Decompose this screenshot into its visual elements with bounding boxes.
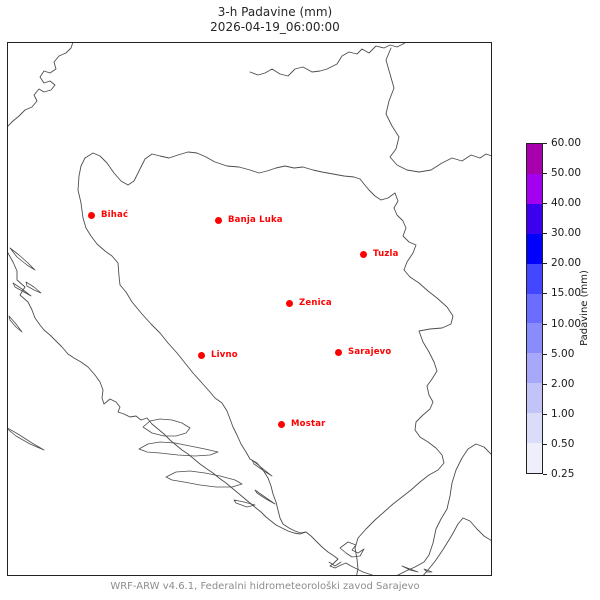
colorbar-tick-label: 1.00 bbox=[551, 408, 575, 420]
islet-1 bbox=[401, 565, 419, 573]
map-axes-frame bbox=[7, 42, 492, 576]
island-hvar bbox=[138, 441, 219, 457]
colorbar-segment bbox=[527, 263, 542, 294]
montenegro-border-path bbox=[397, 443, 491, 575]
colorbar-axis-label: Padavine (mm) bbox=[579, 270, 590, 346]
island-dugi-otok bbox=[8, 427, 45, 451]
island-sliver-3 bbox=[25, 281, 42, 294]
colorbar-tick-label: 5.00 bbox=[551, 348, 575, 360]
colorbar-tick bbox=[543, 203, 547, 204]
adriatic-coastline-path bbox=[8, 252, 374, 575]
city-dot-icon bbox=[197, 351, 205, 359]
croatia-serbia-border-path bbox=[385, 47, 491, 173]
title-line-2: 2026-04-19_06:00:00 bbox=[210, 20, 340, 34]
city-label: Bihać bbox=[101, 209, 129, 220]
island-sliver-6 bbox=[254, 489, 276, 505]
colorbar-tick-label: 40.00 bbox=[551, 197, 582, 209]
island-brac bbox=[142, 418, 191, 437]
islet-2 bbox=[423, 568, 433, 573]
city-label: Livno bbox=[211, 349, 238, 360]
colorbar-tick bbox=[543, 324, 547, 325]
colorbar-segment bbox=[527, 203, 542, 234]
city-dot-icon bbox=[277, 420, 285, 428]
bosnia-north-east-border-path bbox=[84, 151, 454, 575]
bosnia-west-border-path bbox=[77, 157, 307, 534]
city-label: Zenica bbox=[299, 297, 332, 308]
island-arrow-sliver bbox=[233, 499, 256, 508]
croatia-hungary-border-path bbox=[249, 43, 406, 77]
city-label: Tuzla bbox=[373, 248, 399, 259]
colorbar-tick-label: 30.00 bbox=[551, 227, 582, 239]
colorbar-tick-label: 20.00 bbox=[551, 257, 582, 269]
colorbar: 60.00 50.00 40.00 30.00 20.00 15.00 10.00 5.00 2… bbox=[526, 138, 600, 479]
neum-coast-detail bbox=[328, 561, 342, 567]
city-label: Mostar bbox=[291, 418, 326, 429]
city-dot-icon bbox=[87, 211, 95, 219]
city-dot-icon bbox=[334, 348, 342, 356]
colorbar-segment bbox=[527, 233, 542, 264]
colorbar-tick-label: 10.00 bbox=[551, 318, 582, 330]
colorbar-tick-label: 50.00 bbox=[551, 167, 582, 179]
colorbar-tick-label: 60.00 bbox=[551, 137, 582, 149]
colorbar-tick-label: 0.50 bbox=[551, 438, 575, 450]
island-sliver-5 bbox=[251, 459, 273, 477]
colorbar-tick bbox=[543, 444, 547, 445]
city-dot-icon bbox=[214, 216, 222, 224]
island-korcula bbox=[165, 470, 243, 488]
city-label: Sarajevo bbox=[348, 346, 392, 357]
title-line-1: 3-h Padavine (mm) bbox=[217, 5, 333, 19]
colorbar-tick-label: 2.00 bbox=[551, 378, 575, 390]
colorbar-segment bbox=[527, 293, 542, 324]
colorbar-tick bbox=[543, 474, 547, 475]
colorbar-segment bbox=[527, 443, 542, 473]
island-sliver-4 bbox=[8, 315, 23, 333]
colorbar-tick bbox=[543, 293, 547, 294]
city-label: Banja Luka bbox=[228, 214, 283, 225]
colorbar-tick bbox=[543, 263, 547, 264]
city-dot-icon bbox=[359, 250, 367, 258]
colorbar-tick-label: 15.00 bbox=[551, 287, 582, 299]
city-dot-icon bbox=[285, 299, 293, 307]
colorbar-tick bbox=[543, 143, 547, 144]
island-sliver-2 bbox=[12, 282, 32, 297]
colorbar-segment bbox=[527, 173, 542, 204]
attribution-text: WRF-ARW v4.6.1, Federalni hidrometeorolo… bbox=[110, 581, 420, 592]
colorbar-tick bbox=[543, 414, 547, 415]
colorbar-segment bbox=[527, 413, 542, 444]
colorbar-segment bbox=[527, 323, 542, 354]
slovenia-croatia-border-path bbox=[8, 43, 74, 127]
colorbar-tick-label: 0.25 bbox=[551, 468, 575, 480]
colorbar-tick bbox=[543, 384, 547, 385]
colorbar-segment bbox=[527, 144, 542, 174]
colorbar-segment bbox=[527, 383, 542, 414]
map-svg bbox=[8, 43, 491, 575]
peljesac-peninsula bbox=[339, 541, 365, 558]
montenegro-coastline-path bbox=[423, 517, 491, 575]
colorbar-tick bbox=[543, 354, 547, 355]
colorbar-segment bbox=[527, 353, 542, 384]
plot-title: 3-h Padavine (mm) 2026-04-19_06:00:00 bbox=[0, 5, 550, 35]
island-pag-sliver-1 bbox=[9, 247, 36, 271]
colorbar-bar bbox=[526, 143, 543, 474]
colorbar-tick bbox=[543, 173, 547, 174]
colorbar-tick bbox=[543, 233, 547, 234]
